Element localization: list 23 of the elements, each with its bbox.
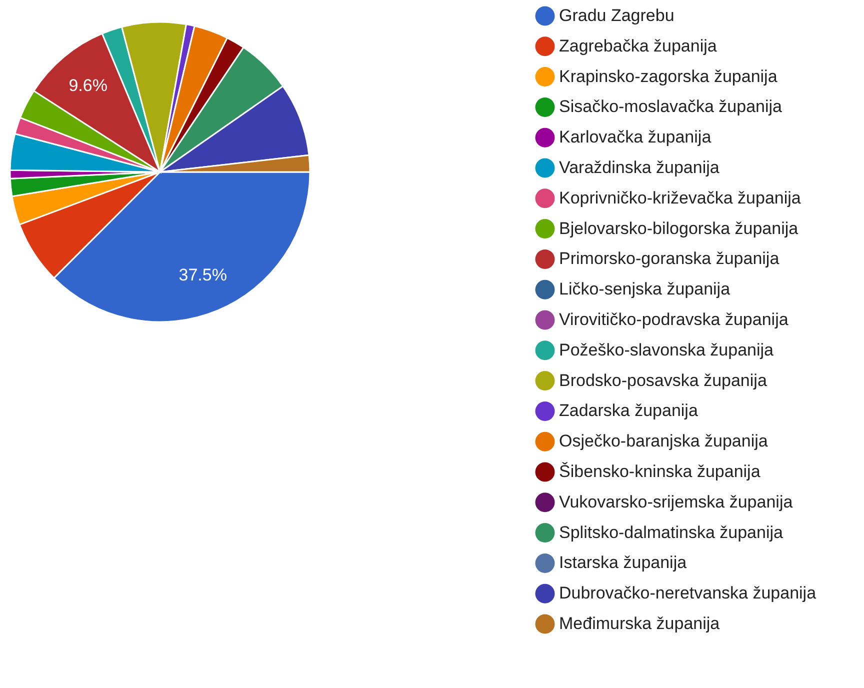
legend-label: Virovitičko-podravska županija: [559, 310, 789, 329]
data-label: 9.6%: [68, 76, 108, 96]
data-label: 37.5%: [178, 265, 227, 284]
legend-label: Vukovarsko-srijemska županija: [559, 492, 794, 512]
legend-label: Krapinsko-zagorska županija: [559, 66, 778, 86]
legend-label: Sisačko-moslavačka županija: [559, 97, 783, 116]
legend-label: Požeško-slavonska županija: [559, 340, 774, 360]
legend-label: Ličko-senjska županija: [559, 280, 731, 299]
legend-label: Šibensko-kninska županija: [559, 462, 761, 481]
legend-label: Zadarska županija: [559, 401, 698, 420]
legend-label: Međimurska županija: [559, 614, 720, 633]
legend-label: Karlovačka županija: [559, 128, 712, 147]
legend-label: Bjelovarsko-bilogorska županija: [559, 218, 799, 238]
legend-label: Istarska županija: [559, 553, 688, 572]
legend-label: Brodsko-posavska županija: [559, 370, 768, 390]
legend-label: Koprivničko-križevačka županija: [559, 188, 802, 208]
legend-label: Zagrebačka županija: [559, 36, 718, 56]
legend-label: Splitsko-dalmatinska županija: [559, 522, 784, 542]
legend-label: Varaždinska županija: [559, 158, 720, 177]
legend-label: Osječko-baranjska županija: [559, 432, 768, 451]
legend-label: Primorsko-goranska županija: [559, 249, 780, 268]
legend-label: Gradu Zagrebu: [559, 6, 674, 25]
legend-label: Dubrovačko-neretvanska županija: [559, 584, 817, 603]
